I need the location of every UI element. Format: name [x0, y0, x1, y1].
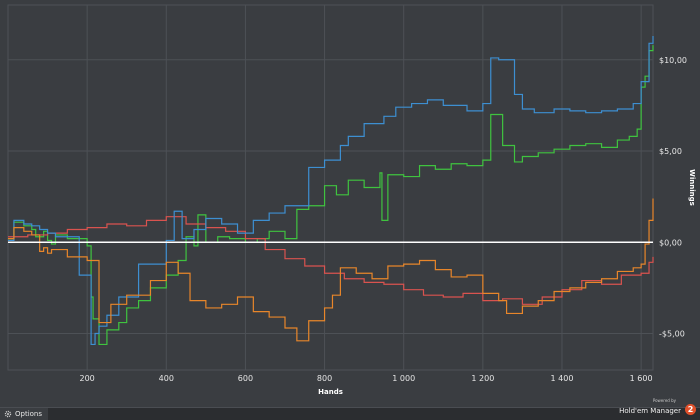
y-tick-label: $0,00	[659, 238, 682, 247]
x-tick-label: 1 400	[551, 374, 574, 383]
x-tick-label: 400	[159, 374, 174, 383]
x-tick-label: 1 600	[630, 374, 653, 383]
y-tick-label: -$5,00	[659, 330, 685, 339]
brand-logo: Powered by Hold'em Manager 2	[619, 398, 696, 415]
footer-bar: Options Powered by Hold'em Manager 2	[0, 398, 700, 420]
options-button[interactable]: Options	[0, 408, 49, 420]
x-tick-label: 200	[80, 374, 95, 383]
x-tick-label: 1 000	[392, 374, 415, 383]
x-tick-label: 800	[317, 374, 332, 383]
brand-name: Hold'em Manager	[619, 406, 681, 415]
y-axis-title: Winnings	[688, 169, 696, 206]
gear-icon	[4, 410, 12, 418]
brand-badge: 2	[685, 404, 696, 415]
series-line-non-showdown	[8, 216, 654, 305]
options-label: Options	[15, 410, 43, 418]
y-tick-label: $5,00	[659, 147, 682, 156]
x-axis-title: Hands	[318, 388, 343, 396]
brand-powered-by: Powered by	[652, 398, 676, 403]
y-tick-label: $10,00	[659, 56, 687, 65]
x-tick-label: 600	[238, 374, 253, 383]
series-line-all-in-ev	[8, 198, 654, 342]
plot-area	[7, 4, 654, 371]
series-line-net-won	[8, 45, 654, 346]
series-line-showdown	[8, 36, 654, 346]
x-tick-label: 1 200	[471, 374, 494, 383]
